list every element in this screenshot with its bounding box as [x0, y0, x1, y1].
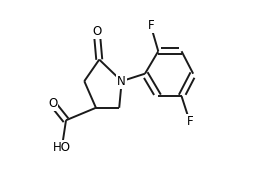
Text: F: F — [187, 115, 193, 128]
Text: HO: HO — [53, 141, 71, 154]
Text: F: F — [147, 19, 154, 32]
Text: N: N — [117, 75, 126, 88]
Text: O: O — [48, 97, 57, 110]
Text: O: O — [92, 25, 101, 38]
